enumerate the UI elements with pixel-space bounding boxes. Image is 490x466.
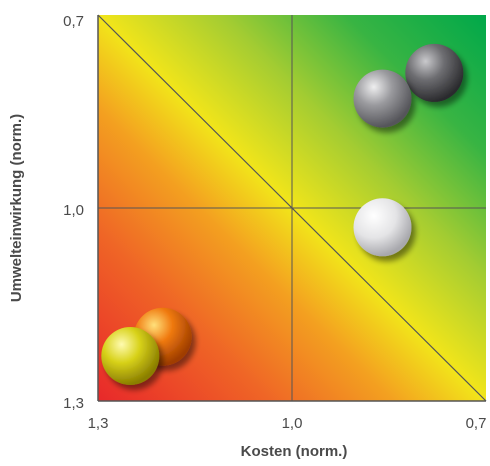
x-axis-label: Kosten (norm.) <box>241 443 348 460</box>
x-tick-right: 0,7 <box>466 415 487 432</box>
diagonal-line <box>97 14 487 402</box>
x-tick-left: 1,3 <box>88 415 109 432</box>
y-tick-bottom: 1,3 <box>63 395 84 412</box>
y-tick-top: 0,7 <box>63 13 84 30</box>
data-point-yellow-sphere <box>101 327 160 385</box>
y-tick-middle: 1,0 <box>63 202 84 219</box>
x-tick-middle: 1,0 <box>282 415 303 432</box>
data-point-gray-sphere <box>353 69 412 128</box>
y-axis-label: Umwelteinwirkung (norm.) <box>8 114 25 302</box>
data-point-white-sphere <box>353 198 412 257</box>
data-point-dark-gray-sphere <box>405 43 464 102</box>
points-layer <box>101 43 464 385</box>
